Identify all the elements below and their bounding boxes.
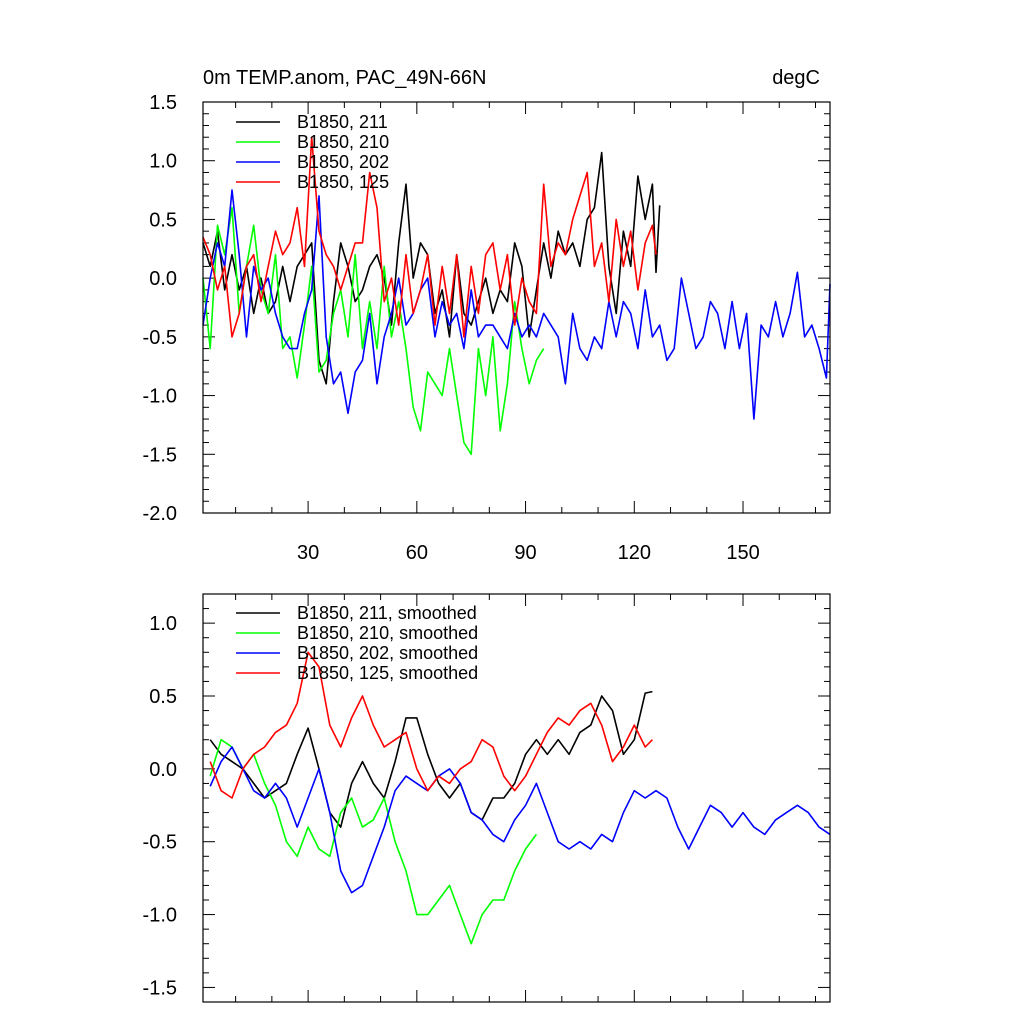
y-tick-label: 0.0 — [149, 268, 177, 290]
y-tick-label: 1.0 — [149, 613, 177, 635]
y-tick-label: 0.5 — [149, 686, 177, 708]
plot-series — [202, 136, 831, 456]
legend-label: B1850, 211, smoothed — [297, 603, 477, 623]
y-tick-label: 1.5 — [149, 92, 177, 114]
x-tick-label: 150 — [726, 542, 759, 564]
y-tick-label: -2.0 — [143, 503, 177, 525]
x-tick-label: 30 — [297, 542, 319, 564]
chart-panel-smoothed: -1.5 -1.0 -0.5 0.0 0.5 1.0 B1850, 211, smooth… — [143, 593, 831, 1003]
series-line — [202, 189, 831, 420]
plot-frame — [202, 101, 831, 514]
legend-label: B1850, 202, smoothed — [297, 643, 478, 663]
x-tick-label: 60 — [406, 542, 428, 564]
series-line — [202, 151, 661, 385]
x-axis-labels: 30 60 90 120 150 — [297, 542, 760, 564]
y-tick-label: 0.5 — [149, 209, 177, 231]
y-tick-label: -0.5 — [143, 832, 177, 854]
x-tick-label: 90 — [514, 542, 536, 564]
y-axis-labels: -2.0 -1.5 -1.0 -0.5 0.0 0.5 1.0 1.5 — [143, 92, 177, 525]
series-line — [209, 746, 831, 894]
legend-label: B1850, 210, smoothed — [297, 623, 478, 643]
y-tick-label: -1.0 — [143, 386, 177, 408]
chart-title: 0m TEMP.anom, PAC_49N-66N — [203, 67, 486, 89]
y-tick-label: -0.5 — [143, 327, 177, 349]
chart-units: degC — [772, 67, 820, 89]
series-line — [209, 651, 653, 799]
y-tick-label: -1.0 — [143, 905, 177, 927]
legend-label: B1850, 210 — [297, 132, 389, 152]
x-tick-label: 120 — [618, 542, 651, 564]
y-tick-label: -1.5 — [143, 444, 177, 466]
plot-series — [209, 651, 831, 945]
axis-ticks — [203, 101, 830, 514]
plot-frame — [202, 593, 831, 1003]
legend-label: B1850, 202 — [297, 152, 389, 172]
series-line — [202, 206, 545, 456]
axis-ticks — [203, 593, 830, 1003]
series-line — [209, 690, 653, 828]
legend-label: B1850, 125 — [297, 172, 389, 192]
y-tick-label: 1.0 — [149, 151, 177, 173]
legend-label: B1850, 125, smoothed — [297, 663, 478, 683]
y-tick-label: 0.0 — [149, 759, 177, 781]
y-axis-labels: -1.5 -1.0 -0.5 0.0 0.5 1.0 — [143, 613, 177, 999]
series-line — [209, 738, 538, 945]
series-line — [202, 136, 657, 338]
legend-label: B1850, 211 — [297, 112, 388, 132]
chart-panel-raw: 0m TEMP.anom, PAC_49N-66N degC -2.0-1.5-… — [143, 67, 831, 564]
y-tick-label: -1.5 — [143, 977, 177, 999]
